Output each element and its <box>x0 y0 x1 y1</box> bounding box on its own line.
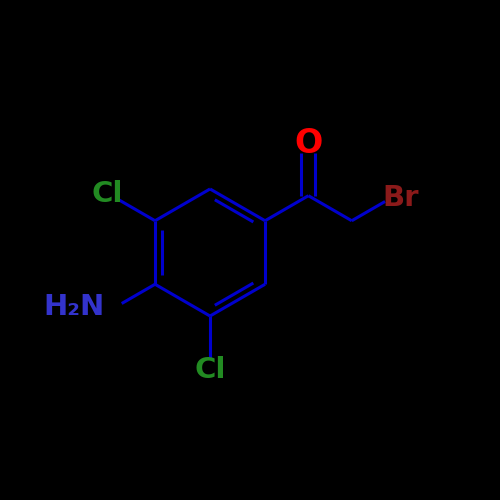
Text: H₂N: H₂N <box>43 292 104 320</box>
Text: Cl: Cl <box>91 180 122 208</box>
Text: O: O <box>294 127 322 160</box>
Text: Br: Br <box>382 184 418 212</box>
Text: Cl: Cl <box>194 356 226 384</box>
